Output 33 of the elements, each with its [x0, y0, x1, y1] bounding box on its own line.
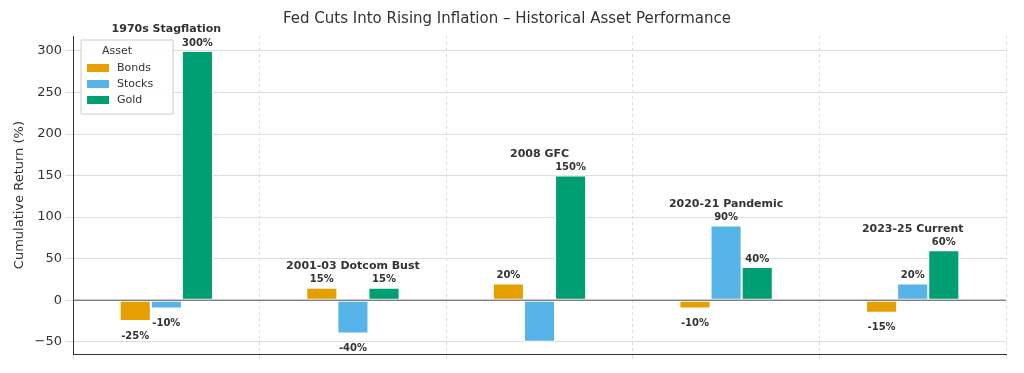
- y-tick-label: 300: [37, 42, 63, 58]
- y-tick-label: 150: [37, 166, 63, 182]
- x-tick-label: 1970s Stagflation: [111, 22, 222, 36]
- y-tick-label: 50: [45, 250, 63, 266]
- data-label: 15%: [372, 273, 396, 285]
- data-label: -15%: [867, 321, 896, 333]
- legend-label: Bonds: [117, 60, 152, 74]
- data-label: 20%: [900, 269, 925, 281]
- y-axis-title: Cumulative Return (%): [11, 121, 27, 270]
- x-tick-label: 2001-03 Dotcom Bust: [286, 259, 420, 273]
- legend-title: Asset: [102, 43, 133, 57]
- x-tick-label: 2008 GFC: [509, 146, 570, 160]
- y-tick-label: 0: [53, 291, 63, 307]
- data-label: 90%: [714, 211, 739, 223]
- data-label: 20%: [496, 269, 521, 281]
- data-label: -25%: [121, 329, 150, 341]
- data-label: -40%: [338, 342, 367, 354]
- x-tick-label: 2023-25 Current: [861, 221, 964, 235]
- chart-title: Fed Cuts Into Rising Inflation – Historical Asset Performance: [282, 8, 732, 27]
- data-label: 40%: [745, 252, 770, 264]
- x-tick-label: 2020-21 Pandemic: [668, 196, 784, 210]
- data-label: 300%: [181, 36, 213, 48]
- y-tick-label: −50: [34, 333, 63, 349]
- y-tick-label: 100: [37, 208, 63, 224]
- y-tick-label: 200: [37, 125, 63, 141]
- legend-label: Gold: [117, 92, 143, 106]
- data-label: 15%: [309, 273, 334, 285]
- data-label: 60%: [931, 235, 956, 247]
- data-label: -10%: [152, 317, 181, 329]
- data-label: -10%: [680, 317, 710, 329]
- legend-label: Stocks: [117, 76, 154, 90]
- data-label: 150%: [555, 161, 587, 173]
- y-tick-label: 250: [37, 83, 63, 99]
